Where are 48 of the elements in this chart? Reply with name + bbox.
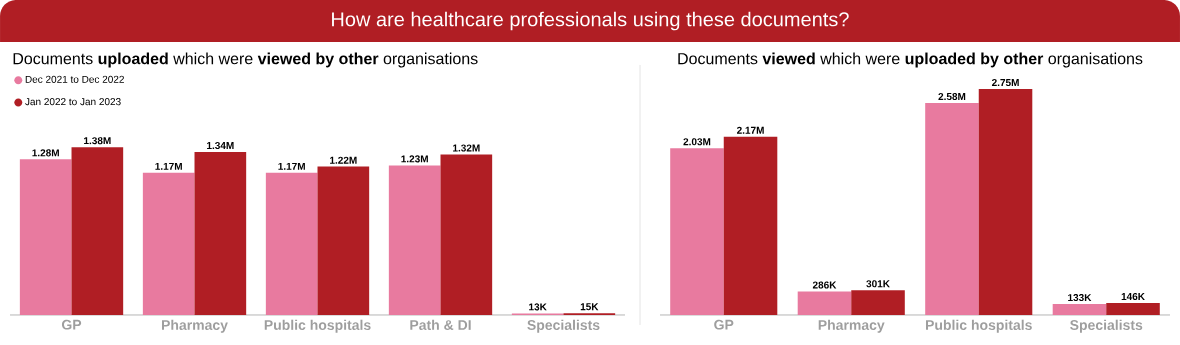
- data-label: 2.75M: [991, 79, 1019, 87]
- data-label: 1.22M: [330, 156, 357, 164]
- bar: [142, 172, 195, 315]
- bar: [1106, 302, 1160, 315]
- data-label: 1.28M: [32, 149, 59, 157]
- bar: [317, 166, 370, 315]
- legend-label: Jan 2022 to Jan 2023: [25, 98, 121, 106]
- data-label: 133K: [1068, 294, 1092, 302]
- bar: [440, 154, 493, 315]
- x-tick-label: Public hospitals: [264, 319, 371, 333]
- bar: [1052, 304, 1107, 315]
- x-tick-label: Specialists: [527, 319, 600, 333]
- bar: [925, 103, 979, 315]
- data-label: 1.17M: [278, 162, 305, 170]
- data-label: 2.17M: [736, 126, 764, 134]
- data-label: 1.32M: [453, 144, 480, 152]
- data-label: 286K: [812, 281, 837, 289]
- data-label: 13K: [529, 303, 547, 311]
- x-tick-label: Pharmacy: [818, 319, 885, 333]
- bar: [670, 148, 724, 315]
- data-label: 15K: [580, 303, 599, 311]
- bar: [194, 152, 247, 315]
- chart-subtitle: Documents viewed which were uploaded by other organisations: [678, 52, 1143, 68]
- bar: [19, 159, 72, 315]
- x-tick-label: Pharmacy: [161, 319, 228, 333]
- bar: [851, 290, 905, 315]
- bar: [71, 147, 124, 315]
- x-tick-label: Specialists: [1070, 319, 1143, 333]
- bar: [388, 165, 441, 315]
- x-tick-label: GP: [714, 319, 734, 330]
- data-label: 1.23M: [401, 155, 428, 163]
- data-label: 2.03M: [683, 138, 711, 146]
- bar: [723, 136, 778, 315]
- legend-label: Dec 2021 to Dec 2022: [25, 75, 124, 83]
- bar: [265, 172, 318, 315]
- x-tick-label: Path & DI: [410, 319, 471, 330]
- data-label: 1.17M: [155, 162, 182, 170]
- bar: [797, 291, 852, 315]
- chart-title: How are healthcare professionals using these documents?: [332, 11, 849, 31]
- data-label: 1.34M: [207, 141, 234, 150]
- x-tick-label: Public hospitals: [926, 319, 1032, 333]
- data-label: 301K: [866, 280, 890, 288]
- chart-subtitle: Documents uploaded which were viewed by other organisations: [13, 52, 478, 68]
- data-label: 146K: [1121, 292, 1145, 301]
- data-label: 1.38M: [84, 137, 111, 145]
- data-label: 2.58M: [938, 92, 966, 101]
- x-tick-label: GP: [61, 319, 82, 330]
- bar: [978, 89, 1033, 315]
